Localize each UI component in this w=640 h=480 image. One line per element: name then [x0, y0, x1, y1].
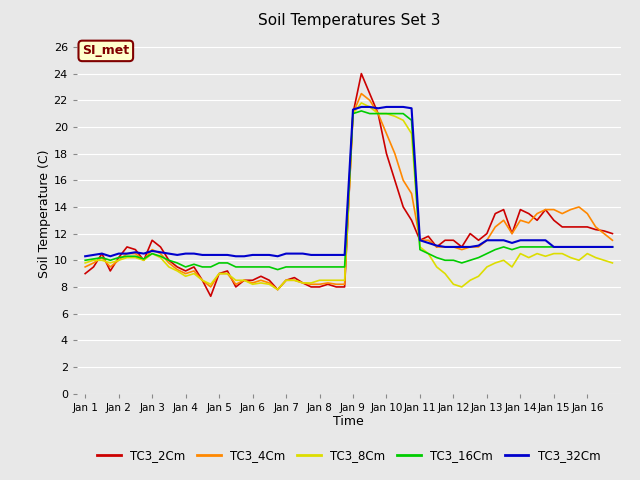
TC3_16Cm [433, 255, 440, 261]
TC3_2Cm [148, 238, 156, 243]
TC3_2Cm [307, 284, 315, 290]
TC3_16Cm [148, 251, 156, 256]
Line: TC3_4Cm: TC3_4Cm [85, 94, 612, 289]
TC3_2Cm [433, 244, 440, 250]
TC3_32Cm [424, 240, 432, 246]
TC3_16Cm [349, 111, 357, 117]
TC3_2Cm [81, 271, 89, 276]
TC3_16Cm [609, 244, 616, 250]
TC3_4Cm [349, 111, 357, 117]
TC3_2Cm [358, 71, 365, 76]
TC3_32Cm [148, 248, 156, 254]
TC3_16Cm [391, 111, 399, 117]
TC3_32Cm [340, 252, 348, 258]
TC3_16Cm [441, 257, 449, 263]
TC3_32Cm [299, 251, 307, 256]
Text: SI_met: SI_met [82, 44, 129, 58]
TC3_4Cm [81, 264, 89, 270]
TC3_8Cm [307, 280, 315, 286]
TC3_8Cm [349, 111, 357, 117]
TC3_2Cm [441, 238, 449, 243]
TC3_8Cm [609, 260, 616, 266]
Title: Soil Temperatures Set 3: Soil Temperatures Set 3 [257, 13, 440, 28]
Line: TC3_32Cm: TC3_32Cm [85, 107, 612, 256]
TC3_16Cm [81, 257, 89, 263]
TC3_4Cm [274, 287, 282, 292]
TC3_4Cm [609, 238, 616, 243]
TC3_32Cm [81, 253, 89, 259]
TC3_32Cm [383, 104, 390, 110]
TC3_4Cm [358, 91, 365, 96]
TC3_2Cm [391, 178, 399, 183]
TC3_8Cm [391, 113, 399, 119]
TC3_32Cm [433, 243, 440, 249]
TC3_8Cm [148, 251, 156, 256]
TC3_8Cm [81, 260, 89, 266]
TC3_8Cm [441, 271, 449, 276]
TC3_16Cm [358, 108, 365, 114]
Y-axis label: Soil Temperature (C): Soil Temperature (C) [38, 149, 51, 278]
X-axis label: Time: Time [333, 415, 364, 429]
TC3_32Cm [609, 244, 616, 250]
TC3_32Cm [358, 104, 365, 110]
TC3_2Cm [349, 111, 357, 117]
TC3_2Cm [609, 231, 616, 237]
TC3_8Cm [433, 264, 440, 270]
TC3_4Cm [441, 244, 449, 250]
TC3_16Cm [307, 264, 315, 270]
TC3_8Cm [274, 287, 282, 292]
Line: TC3_8Cm: TC3_8Cm [85, 103, 612, 289]
TC3_4Cm [307, 281, 315, 287]
TC3_4Cm [391, 151, 399, 156]
Line: TC3_2Cm: TC3_2Cm [85, 73, 612, 296]
Line: TC3_16Cm: TC3_16Cm [85, 111, 612, 270]
TC3_16Cm [274, 267, 282, 273]
TC3_2Cm [207, 293, 214, 299]
Legend: TC3_2Cm, TC3_4Cm, TC3_8Cm, TC3_16Cm, TC3_32Cm: TC3_2Cm, TC3_4Cm, TC3_8Cm, TC3_16Cm, TC3… [92, 444, 605, 467]
TC3_4Cm [433, 244, 440, 250]
TC3_8Cm [358, 100, 365, 106]
TC3_4Cm [148, 247, 156, 252]
